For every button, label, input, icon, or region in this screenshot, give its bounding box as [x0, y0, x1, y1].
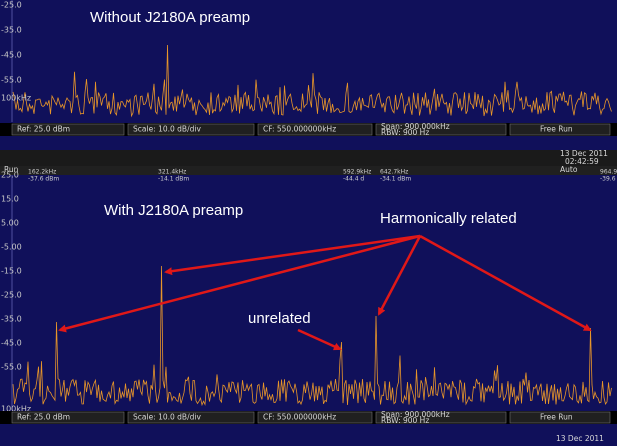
status-box: [127, 411, 255, 424]
time: 02:42:59: [565, 157, 599, 166]
freq-label: 100kHz: [1, 405, 31, 414]
status-box: [375, 123, 507, 136]
arrow: [164, 234, 421, 276]
y-axis-label: 25.0: [1, 171, 19, 180]
status-text: Ref: 25.0 dBm: [17, 413, 70, 422]
marker-freq: 964.9: [600, 169, 617, 176]
status-box: [257, 411, 373, 424]
trigger-mode: Auto: [560, 165, 578, 174]
annotation: Without J2180A preamp: [90, 9, 250, 26]
status-text: Scale: 10.0 dB/div: [133, 125, 201, 134]
marker-level: -14.1 dBm: [158, 176, 189, 183]
callout: unrelated: [248, 310, 311, 327]
y-axis-label: -35.0: [1, 26, 22, 35]
marker-freq: 162.2kHz: [28, 169, 56, 176]
status-text: Free Run: [540, 125, 573, 134]
status-box: [257, 123, 373, 136]
date: 13 Dec 2011: [560, 149, 608, 158]
annotation: With J2180A preamp: [104, 202, 243, 219]
y-axis-label: -55.0: [1, 363, 22, 372]
callout-arrows: [58, 234, 592, 351]
status-box: [375, 411, 507, 424]
date: 13 Dec 2011: [556, 434, 604, 443]
status-text: Scale: 10.0 dB/div: [133, 413, 201, 422]
marker-freq: 592.9kHz: [343, 169, 371, 176]
marker-freq: 642.7kHz: [380, 169, 408, 176]
y-axis-label: -25.0: [1, 291, 22, 300]
marker-level: -39.6: [600, 176, 616, 183]
status-box: [11, 411, 125, 424]
y-axis-label: -25.0: [1, 1, 22, 10]
run-state: Run: [4, 165, 19, 174]
status-text: RBW: 900 Hz: [381, 416, 429, 425]
y-axis-label: -45.0: [1, 51, 22, 60]
status-box: [509, 123, 611, 136]
status-text: RBW: 900 Hz: [381, 128, 429, 137]
arrow: [377, 235, 422, 316]
bottom-header: [0, 166, 617, 175]
y-axis-label: 15.0: [1, 195, 19, 204]
bottom-screen: [0, 168, 617, 446]
status-text: Span: 900.000kHz: [381, 122, 450, 131]
trace: [12, 265, 612, 407]
trace: [12, 44, 612, 118]
status-text: CF: 550.000000kHz: [263, 125, 336, 134]
callout: Harmonically related: [380, 210, 517, 227]
status-text: Free Run: [540, 413, 573, 422]
status-text: Ref: 25.0 dBm: [17, 125, 70, 134]
y-axis-label: -5.00: [1, 243, 22, 252]
top-footer: [0, 150, 617, 168]
marker-level: -37.6 dBm: [28, 176, 59, 183]
status-text: CF: 550.000000kHz: [263, 413, 336, 422]
y-axis-label: -35.0: [1, 315, 22, 324]
y-axis-label: 5.00: [1, 219, 19, 228]
arrow: [58, 234, 421, 333]
arrow: [297, 328, 342, 351]
y-axis-label: -15.0: [1, 267, 22, 276]
status-box: [127, 123, 255, 136]
y-axis-label: -45.0: [1, 339, 22, 348]
marker-level: -34.1 dBm: [380, 176, 411, 183]
status-text: Span: 900.000kHz: [381, 410, 450, 419]
marker-freq: 321.4kHz: [158, 169, 186, 176]
marker-level: -44.4 d: [343, 176, 364, 183]
y-axis-label: -55.0: [1, 76, 22, 85]
arrow: [419, 234, 592, 332]
status-box: [509, 411, 611, 424]
status-box: [11, 123, 125, 136]
freq-label: 100kHz: [1, 94, 31, 103]
